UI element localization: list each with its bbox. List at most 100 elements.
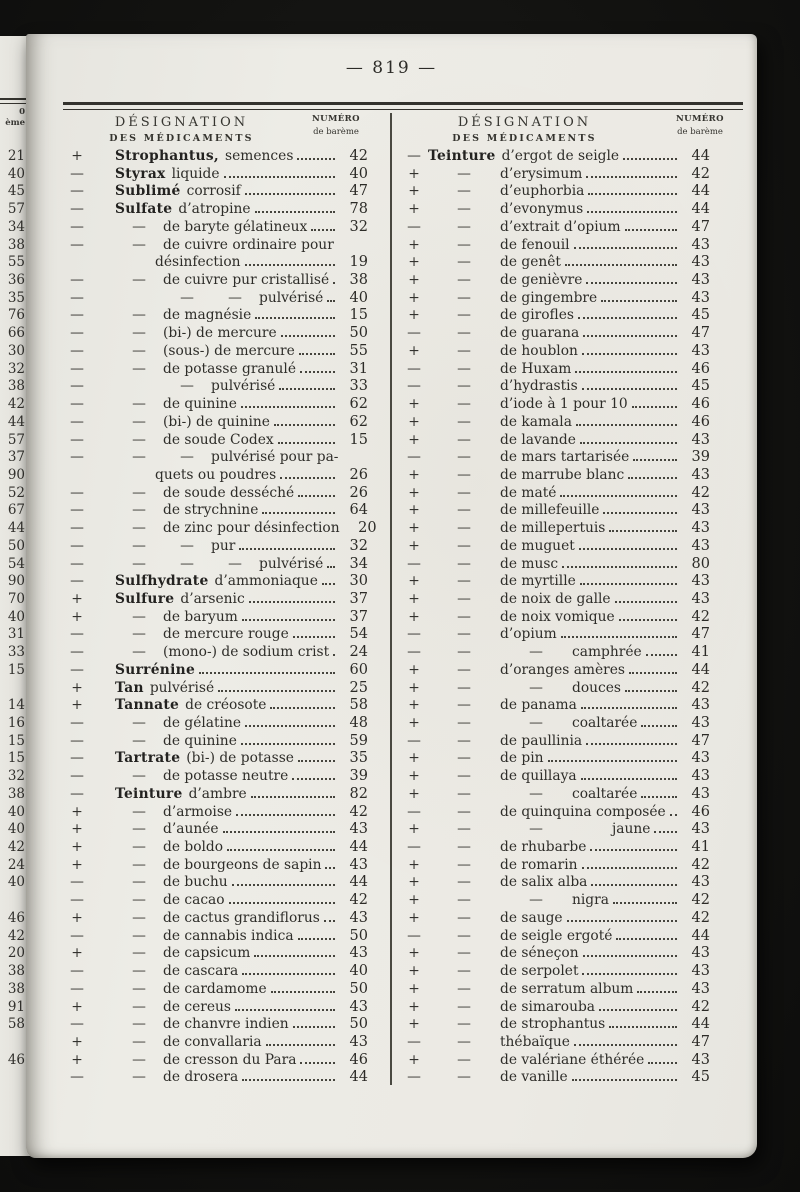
ditto-dash: —: [457, 1069, 471, 1086]
table-row: + — de quillaya 43: [392, 768, 743, 786]
plus-sign: +: [71, 839, 83, 856]
ditto-dash: —: [457, 697, 471, 714]
ditto-dash: —: [132, 821, 146, 838]
bareme-number: 31: [349, 360, 368, 377]
entry-text: d’hydrastis: [500, 378, 578, 395]
bareme-number: 43: [691, 768, 710, 785]
plus-sign: +: [71, 909, 83, 926]
column-header: DÉSIGNATION DES MÉDICAMENTS NUMÉRO de ba…: [63, 113, 372, 148]
entry-name: Teinture: [428, 148, 496, 164]
dash-sign: —: [70, 325, 84, 342]
entry-text: de mars tartarisée: [500, 449, 630, 466]
entry-text: d’extrait d’opium: [500, 218, 621, 235]
bareme-number: 40: [349, 963, 368, 980]
table-row: — — — pulvérisé pour pa-: [63, 449, 372, 467]
table-row: + — de panama 43: [392, 697, 743, 715]
bareme-number: 54: [349, 626, 368, 643]
entry-text: de convallaria: [163, 1033, 262, 1050]
bareme-number: 44: [691, 201, 710, 218]
leader-dots: [280, 335, 335, 338]
table-row: — — de mercure rouge 54: [63, 626, 372, 644]
entry-text: de quinquina composée: [500, 803, 666, 820]
dash-sign: —: [70, 963, 84, 980]
table-row: — — — pulvérisé 40: [63, 290, 372, 308]
dash-sign: —: [407, 644, 421, 661]
ditto-dash: —: [457, 201, 471, 218]
bareme-number: 50: [349, 325, 368, 342]
dash-sign: —: [70, 431, 84, 448]
ditto-dash: —: [132, 803, 146, 820]
ditto-dash: —: [457, 785, 471, 802]
bareme-number: 42: [349, 148, 368, 164]
edge-gap: [0, 1034, 25, 1052]
ditto-dash: —: [132, 608, 146, 625]
bareme-number: 44: [691, 183, 710, 200]
leader-dots: [669, 813, 677, 816]
bareme-number: 33: [349, 378, 368, 395]
plus-sign: +: [71, 821, 83, 838]
bareme-number: 48: [349, 715, 368, 731]
table-row: + — de houblon 43: [392, 343, 743, 361]
bareme-number: 42: [691, 679, 710, 696]
dash-sign: —: [70, 555, 84, 572]
leader-dots: [300, 370, 335, 373]
table-row: — — (sous-) de mercure 55: [63, 343, 372, 361]
entry-text: de gélatine: [163, 715, 242, 731]
leader-dots: [654, 831, 677, 834]
entry-text: de girofles: [500, 307, 574, 324]
edge-page-number: 15: [7, 661, 25, 678]
entry-text: de noix de galle: [500, 590, 611, 607]
table-row: + — de maté 42: [392, 485, 743, 503]
leader-dots: [614, 600, 677, 603]
bareme-number: 43: [349, 945, 368, 962]
ditto-dash: —: [457, 360, 471, 377]
entry-name: Teinture: [115, 785, 183, 802]
ditto-dash: —: [457, 502, 471, 519]
table-row: — — de baryte gélatineux 32: [63, 219, 372, 237]
entry-text: d’ergot de seigle: [501, 148, 620, 164]
entry-text: de cactus grandiflorus: [163, 909, 320, 926]
leader-dots: [333, 654, 335, 657]
entry-text: coaltarée: [572, 785, 638, 802]
leader-dots: [292, 636, 335, 639]
entry-text: de lavande: [500, 431, 576, 448]
table-row: — — de cannabis indica 50: [63, 928, 372, 946]
entry-text: de pin: [500, 750, 544, 767]
bareme-number: 42: [691, 856, 710, 873]
designation-heading: DÉSIGNATION: [114, 115, 249, 130]
dash-sign: —: [70, 537, 84, 554]
table-row: + — de cactus grandiflorus 43: [63, 910, 372, 928]
entry-text: d’armoise: [163, 803, 233, 820]
dash-sign: —: [407, 449, 421, 466]
edge-page-number: 34: [7, 218, 25, 235]
table-row: — Tartrate (bi-) de potasse 35: [63, 750, 372, 768]
leader-dots: [628, 476, 677, 479]
bareme-number: 40: [349, 289, 368, 306]
entry-text: de vanille: [500, 1069, 568, 1086]
table-row: + — de millefeuille 43: [392, 502, 743, 520]
designation-heading-block: DÉSIGNATION DES MÉDICAMENTS: [392, 113, 657, 148]
table-row: — — thébaïque 47: [392, 1034, 743, 1052]
page-number: — 819 —: [345, 58, 438, 78]
bareme-number: 43: [349, 1033, 368, 1050]
entry-name: Strophantus,: [115, 148, 220, 164]
dash-sign: —: [407, 148, 421, 164]
table-row: — — de vanille 45: [392, 1069, 743, 1087]
table-row: + — d’armoise 42: [63, 804, 372, 822]
ditto-dash: —: [457, 644, 471, 661]
leader-dots: [323, 919, 335, 922]
bareme-number: 50: [349, 1016, 368, 1033]
ditto-dash: —: [457, 626, 471, 643]
plus-sign: +: [408, 945, 420, 962]
dash-sign: —: [70, 1016, 84, 1033]
table-row: — Teinture d’ergot de seigle 44: [392, 148, 743, 166]
dash-sign: —: [70, 342, 84, 359]
dash-sign: —: [407, 927, 421, 944]
plus-sign: +: [408, 201, 420, 218]
table-row: — — de potasse neutre 39: [63, 768, 372, 786]
entry-text: de Huxam: [500, 360, 572, 377]
edge-page-number: 44: [7, 413, 25, 430]
edge-page-number: 54: [7, 555, 25, 572]
ditto-dash: —: [228, 289, 242, 306]
plus-sign: +: [408, 1051, 420, 1068]
